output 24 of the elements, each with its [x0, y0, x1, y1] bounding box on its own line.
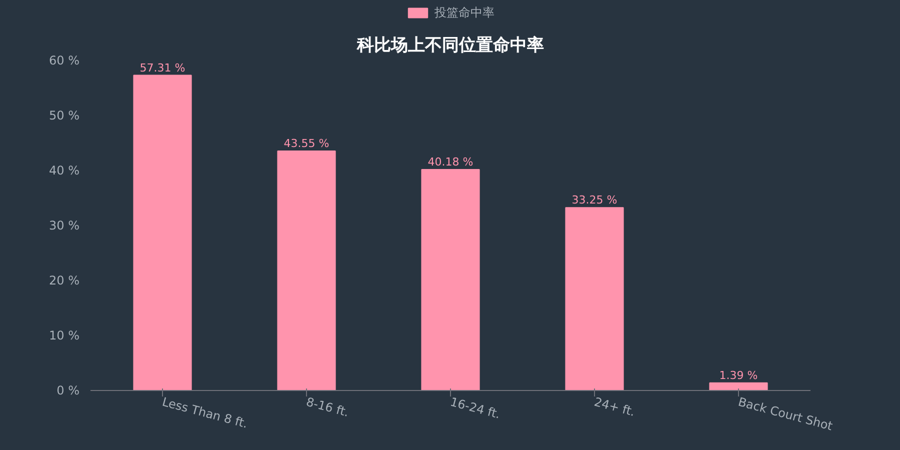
data-label: 43.55 %	[284, 136, 330, 150]
y-tick-label: 30 %	[49, 218, 80, 232]
x-tick-label: 8-16 ft.	[304, 394, 350, 420]
legend-label: 投篮命中率	[434, 4, 494, 21]
x-tick-label: 16-24 ft.	[448, 394, 502, 422]
y-tick-label: 60 %	[49, 54, 80, 68]
y-tick-label: 50 %	[49, 108, 80, 122]
data-label: 33.25 %	[572, 194, 618, 207]
x-tick-label: 24+ ft.	[592, 394, 637, 419]
x-tick-label: Less Than 8 ft.	[160, 394, 250, 431]
data-label: 57.31 %	[140, 61, 186, 74]
chart-title: 科比场上不同位置命中率	[356, 36, 544, 56]
y-tick-label: 40 %	[49, 164, 80, 178]
bar	[133, 74, 192, 390]
bar	[709, 382, 768, 390]
bar	[565, 207, 624, 390]
data-label: 40.18 %	[428, 156, 474, 169]
y-tick-label: 10 %	[49, 328, 80, 342]
data-label: 1.39 %	[719, 368, 758, 382]
bar	[421, 169, 480, 390]
bar	[277, 150, 336, 390]
x-tick-label: Back Court Shot	[736, 394, 834, 434]
y-tick-label: 0 %	[56, 384, 80, 398]
y-tick-label: 20 %	[49, 274, 80, 288]
